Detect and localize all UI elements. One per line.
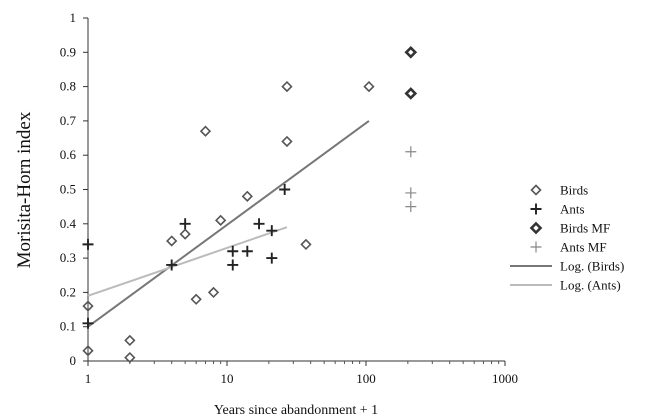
y-tick-label: 0.3	[60, 250, 76, 265]
point-birds	[82, 345, 94, 357]
x-ticks: 1 10 100 1000	[85, 361, 518, 386]
point-birds	[281, 80, 293, 93]
legend-label: Ants MF	[560, 240, 607, 255]
point-birds	[190, 293, 202, 305]
point-ants	[166, 259, 178, 271]
point-birds	[241, 190, 253, 202]
point-ants	[266, 225, 278, 237]
point-birds	[281, 135, 293, 148]
point-ants-mf	[405, 187, 417, 199]
y-tick-label: 1	[70, 10, 77, 25]
x-tick-label: 100	[356, 371, 376, 386]
point-ants	[227, 245, 239, 257]
point-birds	[166, 235, 178, 247]
point-ants	[179, 218, 191, 230]
point-birds	[363, 80, 375, 93]
point-birds-mf	[404, 87, 418, 100]
point-ants	[241, 245, 253, 257]
point-birds	[179, 228, 191, 240]
legend: Birds Ants Birds MF Ants MF Log. (Birds) Log.…	[510, 183, 624, 293]
y-tick-label: 0.5	[60, 182, 76, 197]
point-ants	[279, 184, 291, 195]
legend-marker-ants	[530, 203, 542, 215]
point-birds	[124, 351, 136, 364]
legend-marker-birds-mf	[529, 221, 543, 235]
y-tick-label: 0.6	[60, 147, 77, 162]
point-ants-mf	[405, 146, 417, 158]
x-tick-label: 1000	[492, 371, 518, 386]
x-axis-title: Years since abandonment + 1	[214, 403, 378, 418]
point-birds	[199, 125, 212, 137]
y-tick-label: 0.2	[60, 284, 76, 299]
trendline-log-ants	[87, 226, 288, 297]
point-ants	[82, 238, 94, 250]
point-ants-mf	[405, 201, 417, 213]
point-ants	[227, 259, 239, 271]
point-birds	[300, 238, 312, 251]
point-birds	[124, 334, 136, 347]
y-axis-title: Morisita-Horn index	[14, 111, 35, 268]
x-tick-label: 1	[85, 371, 92, 386]
point-birds	[207, 286, 220, 299]
point-ants	[253, 218, 265, 230]
legend-label: Ants	[560, 202, 585, 217]
plot-area: 1 10 100 1000 0 0.1 0.2 0.3 0.4 0.5 0.6 0.7 0.8 0.9 1	[60, 10, 518, 386]
y-tick-label: 0.1	[60, 319, 76, 334]
legend-label: Log. (Ants)	[560, 278, 621, 293]
y-tick-label: 0.7	[60, 113, 77, 128]
y-tick-label: 0.9	[60, 44, 76, 59]
trendline-log-birds	[87, 120, 370, 328]
y-tick-label: 0	[70, 353, 77, 368]
x-tick-label: 10	[221, 371, 234, 386]
y-tick-label: 0.8	[60, 79, 76, 94]
data-points	[82, 45, 418, 364]
legend-marker-ants-mf	[530, 241, 542, 253]
point-ants	[82, 317, 94, 329]
point-birds	[82, 300, 94, 312]
point-ants	[266, 252, 278, 264]
legend-label: Log. (Birds)	[560, 259, 624, 274]
legend-marker-birds	[530, 184, 542, 196]
legend-label: Birds	[560, 183, 588, 198]
point-birds	[215, 214, 227, 227]
point-birds-mf	[404, 45, 418, 59]
y-ticks: 0 0.1 0.2 0.3 0.4 0.5 0.6 0.7 0.8 0.9 1	[60, 10, 88, 368]
legend-label: Birds MF	[560, 221, 610, 236]
y-tick-label: 0.4	[60, 216, 77, 231]
trendlines	[87, 120, 370, 328]
